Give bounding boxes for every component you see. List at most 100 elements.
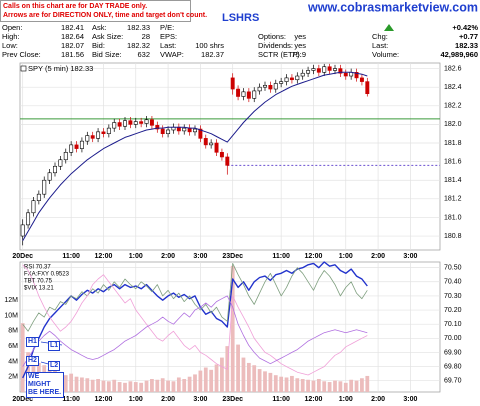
candle-body bbox=[300, 72, 305, 77]
volume-bar bbox=[155, 379, 160, 392]
x-tick-label: 3:00 bbox=[403, 253, 417, 260]
quote-value: yes bbox=[294, 41, 306, 50]
volume-bar bbox=[176, 377, 181, 392]
x-tick-label: 11:00 bbox=[62, 253, 80, 260]
volume-bar bbox=[117, 382, 122, 392]
volume-bar bbox=[284, 377, 289, 392]
quote-value: 182.32 bbox=[127, 41, 150, 50]
quote-value: 181.56 bbox=[61, 50, 84, 59]
series-line bbox=[22, 261, 368, 379]
volume-bar bbox=[365, 375, 370, 392]
candle-body bbox=[311, 68, 316, 71]
candle-body bbox=[36, 193, 41, 201]
candle-body bbox=[187, 127, 192, 133]
annotation: L2 bbox=[48, 361, 61, 371]
volume-bar bbox=[316, 379, 321, 392]
quote-value: 75.9 bbox=[291, 50, 306, 59]
volume-bar bbox=[268, 372, 273, 392]
volume-bar bbox=[257, 369, 262, 392]
quote-value: 182.33 bbox=[127, 23, 150, 32]
candle-body bbox=[101, 131, 106, 135]
quote-label: Ask: bbox=[92, 23, 107, 32]
x-tick-label: 12:00 bbox=[95, 396, 113, 403]
series-line bbox=[22, 295, 368, 367]
y-tick-label: 70.00 bbox=[444, 335, 462, 342]
quote-value: 182.37 bbox=[201, 50, 224, 59]
x-tick-label: 2:00 bbox=[161, 253, 175, 260]
volume-bar bbox=[273, 375, 278, 392]
volume-bar bbox=[300, 379, 305, 392]
quote-label: VWAP: bbox=[160, 50, 184, 59]
candle-body bbox=[96, 131, 101, 139]
volume-bar bbox=[306, 379, 310, 392]
volume-bar bbox=[90, 379, 95, 392]
legend-entry: $VIX 13.21 bbox=[24, 286, 54, 292]
candle-body bbox=[203, 138, 208, 146]
volume-bar bbox=[171, 381, 176, 392]
x-tick-label: 11:00 bbox=[272, 253, 290, 260]
volume-bar bbox=[327, 382, 332, 392]
legend-entry: RSI 70.37 bbox=[24, 265, 51, 271]
series-line bbox=[22, 264, 368, 376]
volume-bar bbox=[343, 382, 348, 392]
quote-value: 182.07 bbox=[61, 41, 84, 50]
candle-body bbox=[31, 200, 36, 214]
candle-body bbox=[123, 120, 127, 127]
quote-label: Last: bbox=[372, 41, 388, 50]
y-tick-label: 182.6 bbox=[444, 65, 462, 72]
x-tick-label: 2:00 bbox=[371, 253, 385, 260]
ticker: LSHRS bbox=[222, 12, 259, 24]
candle-body bbox=[316, 68, 321, 73]
volume-bar bbox=[106, 381, 111, 392]
candle-body bbox=[42, 179, 47, 195]
y-tick-label: 180.8 bbox=[444, 233, 462, 240]
quote-label: P/E: bbox=[160, 23, 174, 32]
candle-body bbox=[160, 128, 165, 135]
candle-body bbox=[219, 152, 224, 158]
candle-body bbox=[306, 70, 311, 74]
x-tick-label: 23Dec bbox=[222, 396, 243, 403]
candle-body bbox=[322, 66, 327, 73]
volume-bar bbox=[322, 381, 327, 392]
candle-body bbox=[79, 140, 84, 149]
volume-bar bbox=[128, 381, 133, 392]
candle-body bbox=[354, 72, 359, 79]
y-tick-label: 181.4 bbox=[444, 177, 462, 184]
annotation: WE MIGHT BE HERE. bbox=[26, 372, 64, 398]
x-tick-label: 20Dec bbox=[12, 253, 33, 260]
candle-body bbox=[106, 127, 111, 135]
annotation: L1 bbox=[48, 341, 61, 351]
candle-body bbox=[327, 66, 332, 71]
x-tick-label: 11:00 bbox=[272, 396, 290, 403]
candle-body bbox=[359, 77, 364, 82]
volume-bar bbox=[198, 370, 203, 392]
quote-value: 28 bbox=[142, 32, 150, 41]
candle-body bbox=[74, 144, 79, 149]
volume-bar bbox=[144, 380, 149, 392]
candle-body bbox=[128, 120, 133, 125]
candle-body bbox=[273, 83, 278, 90]
y-tick-label: 70.10 bbox=[444, 321, 462, 328]
candle-body bbox=[53, 165, 57, 174]
x-tick-label: 20Dec bbox=[12, 396, 33, 403]
y-tick-label: 70.20 bbox=[444, 307, 462, 314]
candle-body bbox=[63, 152, 68, 161]
candle-body bbox=[241, 91, 246, 97]
x-tick-label: 3:00 bbox=[193, 253, 207, 260]
candle-body bbox=[182, 127, 187, 132]
candle-body bbox=[90, 135, 95, 139]
candle-body bbox=[338, 68, 343, 74]
volume-bar bbox=[166, 380, 170, 392]
quote-value: 632 bbox=[137, 50, 150, 59]
quote-label: Dividends: bbox=[258, 41, 293, 50]
candle-body bbox=[198, 128, 203, 139]
volume-bar bbox=[139, 382, 144, 392]
y-tick-label: 182.4 bbox=[444, 84, 462, 91]
candle-body bbox=[209, 142, 214, 146]
volume-bar bbox=[209, 369, 214, 392]
candle-body bbox=[257, 86, 262, 92]
y-tick-label: 8M bbox=[8, 328, 18, 335]
x-tick-label: 3:00 bbox=[193, 396, 207, 403]
y-tick-label: 182.0 bbox=[444, 121, 462, 128]
